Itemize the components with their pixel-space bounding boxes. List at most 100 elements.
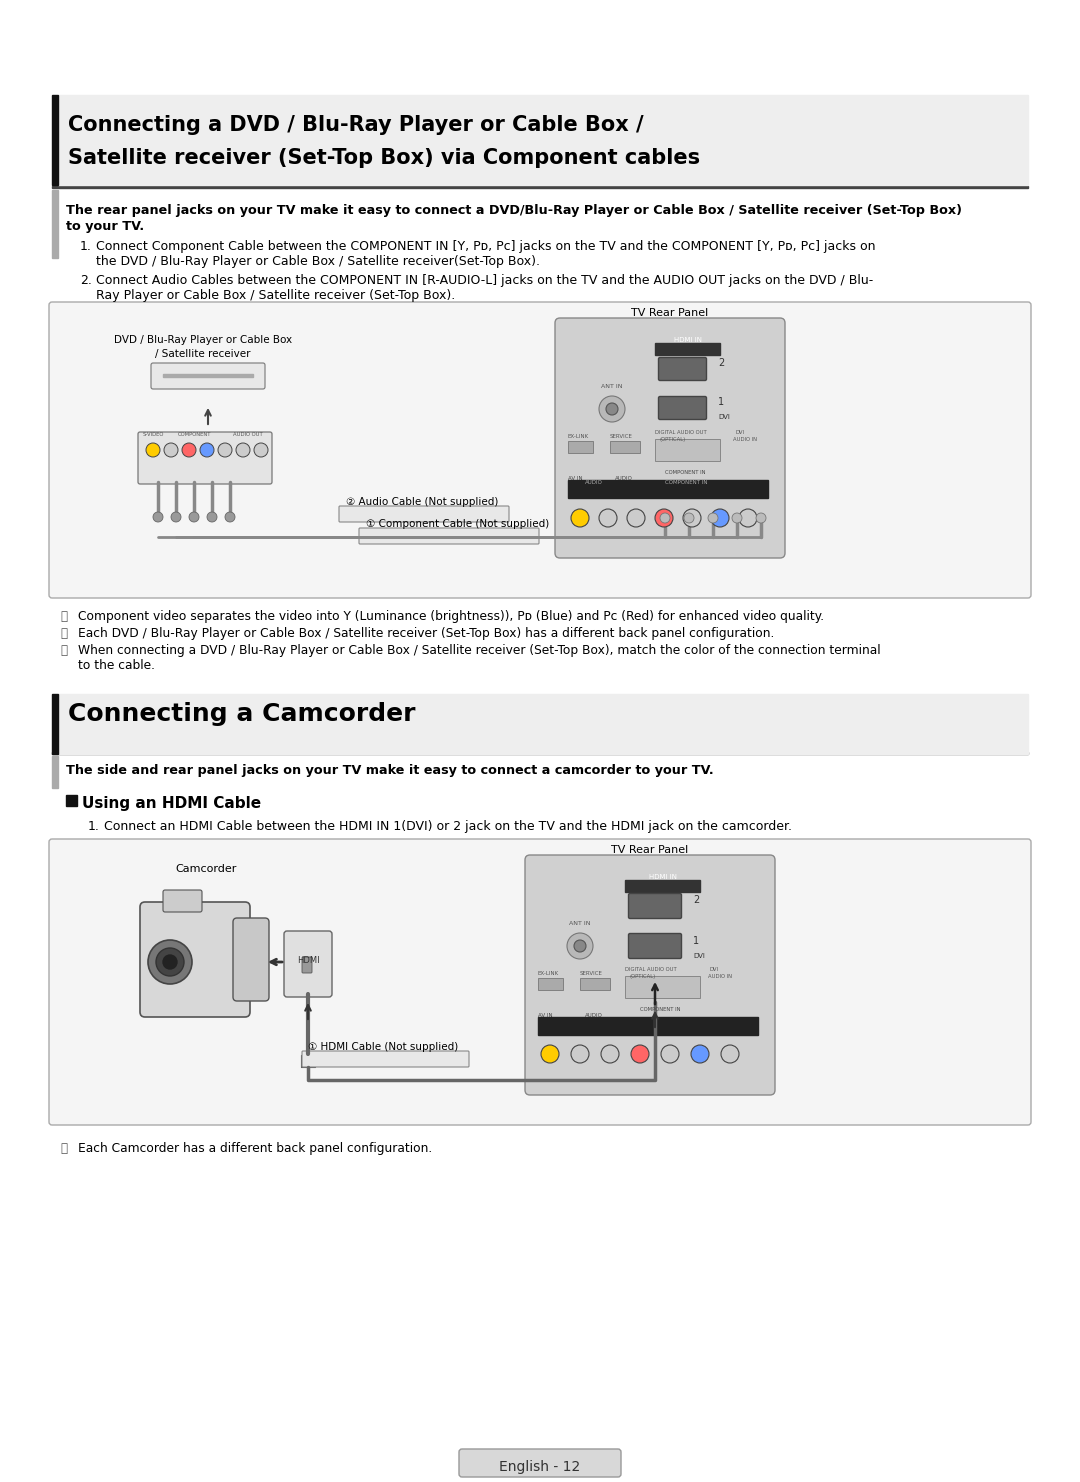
Text: the DVD / Blu-Ray Player or Cable Box / Satellite receiver(Set-Top Box).: the DVD / Blu-Ray Player or Cable Box / … bbox=[96, 255, 540, 268]
Text: SERVICE: SERVICE bbox=[580, 971, 603, 977]
FancyBboxPatch shape bbox=[140, 903, 249, 1017]
FancyBboxPatch shape bbox=[49, 302, 1031, 599]
Bar bbox=[52, 187, 1028, 188]
Text: Satellite receiver (Set-Top Box) via Component cables: Satellite receiver (Set-Top Box) via Com… bbox=[68, 148, 700, 167]
Text: DIGITAL AUDIO OUT: DIGITAL AUDIO OUT bbox=[654, 430, 706, 436]
Circle shape bbox=[254, 443, 268, 456]
Text: ANT IN: ANT IN bbox=[569, 920, 591, 926]
Text: COMPONENT IN: COMPONENT IN bbox=[640, 1006, 680, 1012]
Text: HDMI IN: HDMI IN bbox=[649, 874, 677, 880]
FancyBboxPatch shape bbox=[339, 505, 509, 522]
Circle shape bbox=[164, 443, 178, 456]
Bar bbox=[301, 1055, 315, 1067]
Circle shape bbox=[218, 443, 232, 456]
Text: Each Camcorder has a different back panel configuration.: Each Camcorder has a different back pane… bbox=[78, 1143, 432, 1154]
Text: ① Component Cable (Not supplied): ① Component Cable (Not supplied) bbox=[366, 519, 550, 529]
Text: EX-LINK: EX-LINK bbox=[568, 434, 589, 439]
Text: English - 12: English - 12 bbox=[499, 1460, 581, 1475]
Text: DIGITAL AUDIO OUT: DIGITAL AUDIO OUT bbox=[625, 966, 677, 972]
Circle shape bbox=[631, 1045, 649, 1063]
Circle shape bbox=[684, 513, 694, 523]
Text: DVI: DVI bbox=[718, 413, 730, 419]
Bar bbox=[52, 95, 58, 185]
FancyBboxPatch shape bbox=[284, 931, 332, 997]
Circle shape bbox=[153, 511, 163, 522]
Circle shape bbox=[207, 511, 217, 522]
Circle shape bbox=[739, 508, 757, 528]
Text: AUDIO: AUDIO bbox=[585, 1014, 603, 1018]
Circle shape bbox=[721, 1045, 739, 1063]
Bar bbox=[654, 342, 720, 356]
Circle shape bbox=[654, 508, 673, 528]
Circle shape bbox=[189, 511, 199, 522]
FancyBboxPatch shape bbox=[459, 1449, 621, 1478]
Text: AUDIO OUT: AUDIO OUT bbox=[233, 431, 262, 437]
Circle shape bbox=[708, 513, 718, 523]
Circle shape bbox=[183, 443, 195, 456]
FancyBboxPatch shape bbox=[659, 357, 706, 381]
Text: 1: 1 bbox=[693, 937, 699, 946]
Text: COMPONENT: COMPONENT bbox=[178, 431, 212, 437]
Text: Ⓜ: Ⓜ bbox=[60, 1143, 67, 1154]
Text: DVI: DVI bbox=[710, 966, 719, 972]
Text: 1: 1 bbox=[718, 397, 724, 408]
FancyBboxPatch shape bbox=[233, 917, 269, 1000]
Text: Ⓜ: Ⓜ bbox=[60, 627, 67, 640]
Text: EX-LINK: EX-LINK bbox=[538, 971, 559, 977]
Bar bbox=[610, 442, 640, 453]
Text: AUDIO IN: AUDIO IN bbox=[733, 437, 757, 442]
Text: ANT IN: ANT IN bbox=[602, 384, 623, 388]
FancyBboxPatch shape bbox=[49, 839, 1031, 1125]
FancyBboxPatch shape bbox=[525, 855, 775, 1095]
Bar bbox=[58, 95, 1028, 185]
Text: Camcorder: Camcorder bbox=[175, 864, 237, 874]
Circle shape bbox=[661, 1045, 679, 1063]
Circle shape bbox=[660, 513, 670, 523]
Circle shape bbox=[573, 940, 586, 951]
Text: Connect Audio Cables between the COMPONENT IN [R-AUDIO-L] jacks on the TV and th: Connect Audio Cables between the COMPONE… bbox=[96, 274, 874, 288]
Circle shape bbox=[541, 1045, 559, 1063]
Text: (OPTICAL): (OPTICAL) bbox=[630, 974, 657, 980]
FancyBboxPatch shape bbox=[629, 894, 681, 919]
Text: / Satellite receiver: / Satellite receiver bbox=[156, 348, 251, 359]
Text: HDMI IN: HDMI IN bbox=[674, 336, 702, 342]
Text: TV Rear Panel: TV Rear Panel bbox=[611, 845, 689, 855]
Text: AV IN: AV IN bbox=[538, 1014, 553, 1018]
Text: SERVICE: SERVICE bbox=[610, 434, 633, 439]
Bar bbox=[538, 1017, 758, 1034]
Bar bbox=[52, 751, 1028, 754]
Text: TV Rear Panel: TV Rear Panel bbox=[632, 308, 708, 319]
Bar bbox=[58, 694, 1028, 754]
Text: AUDIO IN: AUDIO IN bbox=[708, 974, 732, 980]
Text: Connecting a DVD / Blu-Ray Player or Cable Box /: Connecting a DVD / Blu-Ray Player or Cab… bbox=[68, 116, 644, 135]
Text: Component video separates the video into Y (Luminance (brightness)), Pᴅ (Blue) a: Component video separates the video into… bbox=[78, 611, 824, 622]
Circle shape bbox=[237, 443, 249, 456]
Text: ② Audio Cable (Not supplied): ② Audio Cable (Not supplied) bbox=[346, 496, 498, 507]
Bar bbox=[66, 794, 77, 806]
FancyBboxPatch shape bbox=[359, 528, 539, 544]
FancyBboxPatch shape bbox=[302, 957, 312, 974]
Circle shape bbox=[683, 508, 701, 528]
Bar bbox=[52, 756, 58, 788]
Text: (OPTICAL): (OPTICAL) bbox=[660, 437, 686, 442]
Text: The side and rear panel jacks on your TV make it easy to connect a camcorder to : The side and rear panel jacks on your TV… bbox=[66, 765, 714, 777]
Text: Connect Component Cable between the COMPONENT IN [Y, Pᴅ, Pᴄ] jacks on the TV and: Connect Component Cable between the COMP… bbox=[96, 240, 876, 253]
Circle shape bbox=[732, 513, 742, 523]
Circle shape bbox=[599, 396, 625, 422]
FancyBboxPatch shape bbox=[138, 431, 272, 485]
Circle shape bbox=[606, 403, 618, 415]
Text: 2: 2 bbox=[718, 359, 725, 368]
Text: ① HDMI Cable (Not supplied): ① HDMI Cable (Not supplied) bbox=[308, 1042, 458, 1052]
FancyBboxPatch shape bbox=[163, 891, 202, 911]
Text: COMPONENT IN: COMPONENT IN bbox=[665, 470, 705, 476]
Text: AV IN: AV IN bbox=[568, 476, 582, 482]
Bar bbox=[625, 977, 700, 997]
Text: Connect an HDMI Cable between the HDMI IN 1(DVI) or 2 jack on the TV and the HDM: Connect an HDMI Cable between the HDMI I… bbox=[104, 820, 792, 833]
FancyBboxPatch shape bbox=[151, 363, 265, 388]
Text: COMPONENT IN: COMPONENT IN bbox=[665, 480, 707, 485]
Text: Each DVD / Blu-Ray Player or Cable Box / Satellite receiver (Set-Top Box) has a : Each DVD / Blu-Ray Player or Cable Box /… bbox=[78, 627, 774, 640]
Bar bbox=[580, 978, 610, 990]
Bar bbox=[52, 190, 58, 258]
Text: Connecting a Camcorder: Connecting a Camcorder bbox=[68, 702, 416, 726]
Circle shape bbox=[156, 948, 184, 977]
